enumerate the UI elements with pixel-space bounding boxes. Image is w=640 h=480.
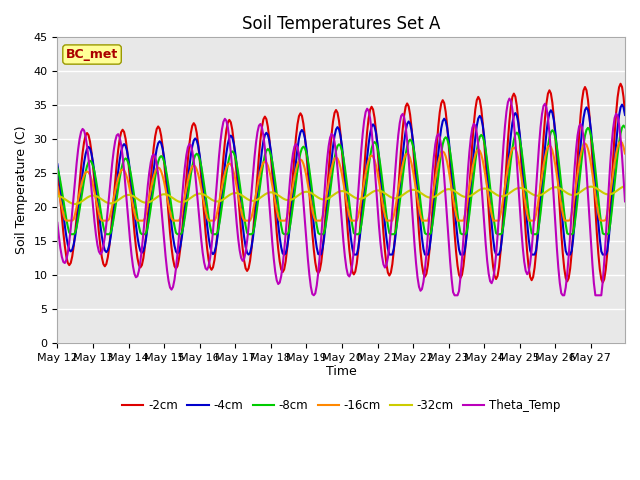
Line: -16cm: -16cm xyxy=(58,142,625,221)
Text: BC_met: BC_met xyxy=(66,48,118,61)
Legend: -2cm, -4cm, -8cm, -16cm, -32cm, Theta_Temp: -2cm, -4cm, -8cm, -16cm, -32cm, Theta_Te… xyxy=(118,395,565,417)
Line: -2cm: -2cm xyxy=(58,84,625,283)
Title: Soil Temperatures Set A: Soil Temperatures Set A xyxy=(242,15,440,33)
Line: -4cm: -4cm xyxy=(58,105,625,254)
Line: -32cm: -32cm xyxy=(58,186,625,204)
Y-axis label: Soil Temperature (C): Soil Temperature (C) xyxy=(15,126,28,254)
Line: -8cm: -8cm xyxy=(58,125,625,234)
Line: Theta_Temp: Theta_Temp xyxy=(58,98,625,295)
X-axis label: Time: Time xyxy=(326,365,356,378)
